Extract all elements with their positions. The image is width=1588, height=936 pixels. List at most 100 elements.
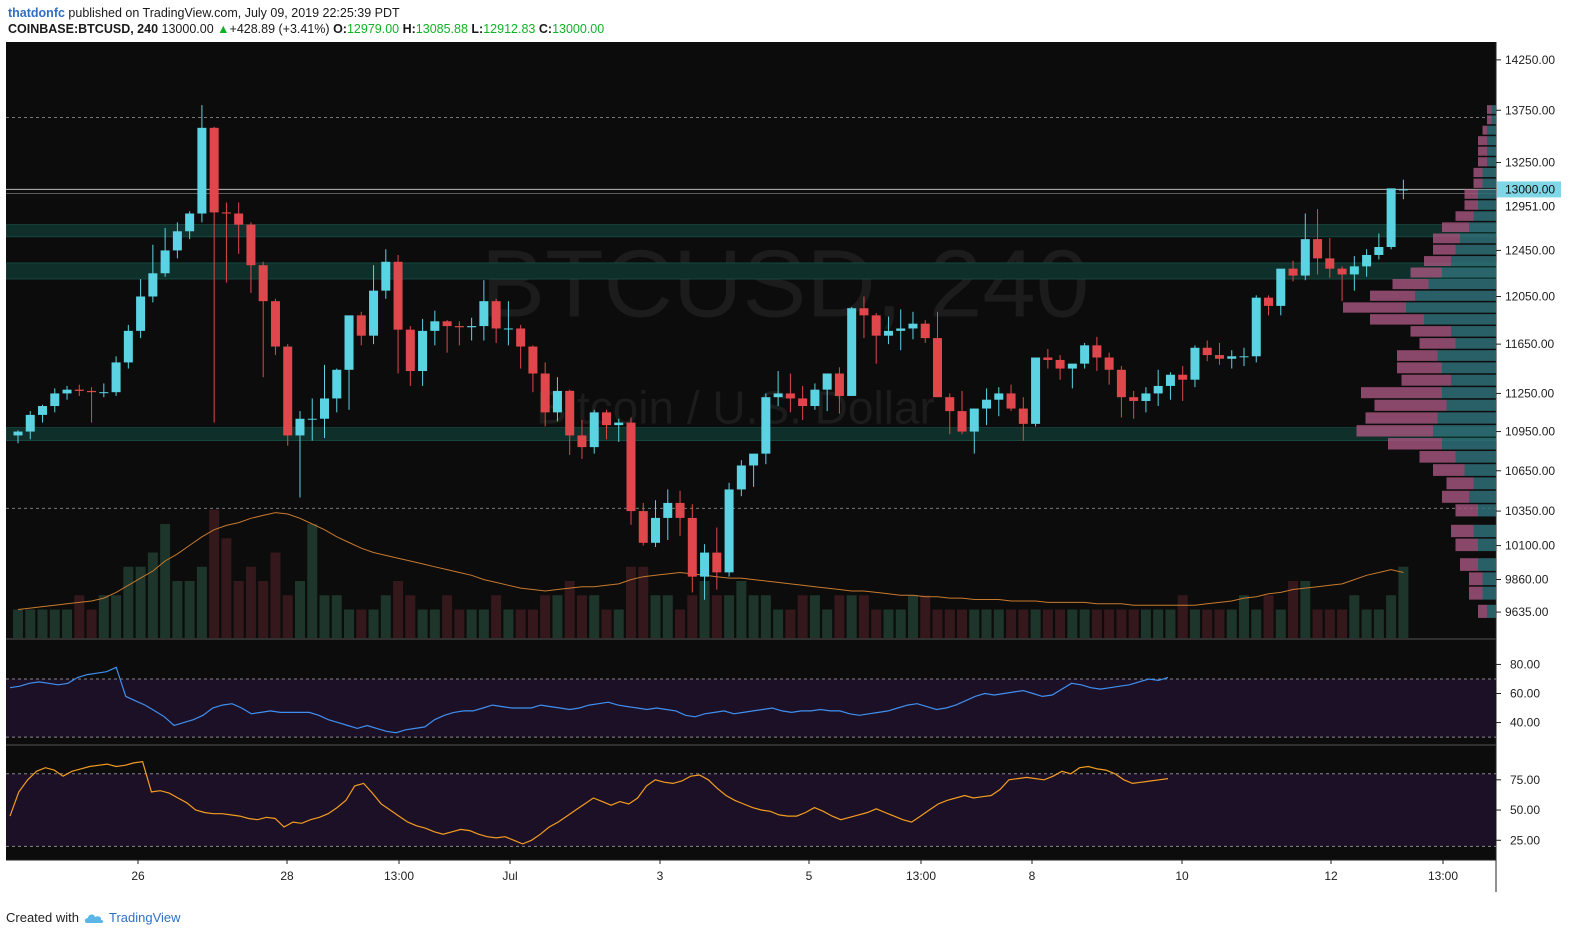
open-label: O: bbox=[333, 22, 347, 36]
volume-profile-down-bar bbox=[1487, 115, 1492, 125]
rsi-tick-label: 60.00 bbox=[1510, 687, 1540, 701]
volume-bar bbox=[662, 595, 673, 638]
volume-bar bbox=[883, 609, 894, 638]
volume-profile-down-bar bbox=[1410, 326, 1451, 337]
volume-bar bbox=[172, 581, 183, 638]
candle-body bbox=[332, 369, 342, 399]
candle-body bbox=[1374, 247, 1384, 255]
volume-bar bbox=[1288, 581, 1299, 638]
volume-bar bbox=[1055, 609, 1066, 638]
candle-body bbox=[700, 552, 710, 577]
candle-body bbox=[148, 273, 158, 297]
volume-bar bbox=[282, 595, 293, 638]
candle-body bbox=[1178, 374, 1188, 380]
stoch-tick-label: 25.00 bbox=[1510, 833, 1540, 847]
volume-bar bbox=[466, 609, 477, 638]
symbol-label: COINBASE:BTCUSD, 240 bbox=[8, 22, 159, 36]
volume-profile-down-bar bbox=[1464, 189, 1478, 199]
volume-profile-up-bar bbox=[1433, 425, 1496, 437]
price-tick-label: 12450.00 bbox=[1505, 243, 1555, 257]
volume-profile-down-bar bbox=[1473, 178, 1483, 188]
candle-body bbox=[442, 321, 452, 327]
candle-body bbox=[810, 389, 820, 407]
volume-profile-down-bar bbox=[1442, 222, 1469, 233]
volume-bar bbox=[1361, 609, 1372, 638]
candle-body bbox=[50, 393, 60, 407]
candle-body bbox=[1104, 357, 1114, 370]
candle-body bbox=[1055, 359, 1065, 369]
volume-bar bbox=[1067, 609, 1078, 638]
volume-bar bbox=[270, 552, 281, 638]
volume-bar bbox=[515, 609, 526, 638]
candle-body bbox=[1006, 393, 1016, 409]
volume-bar bbox=[1398, 566, 1409, 638]
candle-body bbox=[1129, 397, 1139, 401]
candle-body bbox=[920, 323, 930, 339]
volume-profile-down-bar bbox=[1446, 477, 1474, 490]
volume-bar bbox=[344, 609, 355, 638]
rsi-band bbox=[6, 678, 1496, 738]
volume-profile-up-bar bbox=[1446, 399, 1496, 411]
volume-profile-up-bar bbox=[1478, 504, 1496, 517]
volume-profile-down-bar bbox=[1469, 586, 1483, 600]
time-tick-label: 12 bbox=[1324, 869, 1338, 883]
volume-bar bbox=[895, 609, 906, 638]
high-value: 13085.88 bbox=[415, 22, 468, 36]
candle-body bbox=[1398, 189, 1408, 191]
secondary-price-badge bbox=[1497, 198, 1561, 215]
volume-bar bbox=[626, 566, 636, 638]
volume-bar bbox=[687, 595, 698, 638]
volume-profile-down-bar bbox=[1370, 314, 1424, 325]
volume-profile-down-bar bbox=[1478, 146, 1487, 156]
author-name[interactable]: thatdonfc bbox=[8, 6, 65, 20]
volume-bar bbox=[1018, 609, 1029, 638]
volume-bar bbox=[1226, 609, 1237, 638]
volume-bar bbox=[1337, 609, 1348, 638]
price-tick-label: 10100.00 bbox=[1505, 539, 1555, 553]
candle-body bbox=[160, 250, 170, 274]
candle-body bbox=[1214, 355, 1224, 359]
candle-body bbox=[221, 212, 231, 214]
candle-body bbox=[454, 326, 464, 328]
tradingview-brand[interactable]: TradingView bbox=[108, 910, 181, 925]
up-arrow-icon: ▲ bbox=[217, 22, 230, 36]
volume-bar bbox=[822, 609, 833, 638]
volume-profile-up-bar bbox=[1482, 167, 1496, 178]
volume-bar bbox=[1312, 609, 1323, 638]
stoch-tick-label: 75.00 bbox=[1510, 773, 1540, 787]
candle-body bbox=[356, 315, 366, 336]
volume-profile-down-bar bbox=[1478, 604, 1487, 618]
volume-profile-down-bar bbox=[1455, 538, 1478, 552]
volume-bar bbox=[1165, 609, 1176, 638]
volume-bar bbox=[564, 581, 575, 638]
high-label: H: bbox=[402, 22, 416, 36]
volume-profile-up-bar bbox=[1487, 125, 1496, 135]
candle-body bbox=[320, 398, 329, 419]
volume-bar bbox=[540, 595, 551, 638]
rsi-tick-label: 40.00 bbox=[1510, 716, 1540, 730]
volume-profile-down-bar bbox=[1482, 125, 1487, 135]
volume-profile-up-bar bbox=[1469, 222, 1496, 233]
support-zone bbox=[6, 262, 1497, 280]
volume-profile-up-bar bbox=[1428, 279, 1496, 290]
volume-bar bbox=[98, 595, 109, 638]
volume-profile-down-bar bbox=[1451, 524, 1474, 538]
candle-body bbox=[1264, 297, 1274, 306]
secondary-price-label: 12951.00 bbox=[1505, 199, 1555, 213]
volume-bar bbox=[675, 609, 686, 638]
volume-bar bbox=[601, 609, 612, 638]
volume-profile-down-bar bbox=[1433, 233, 1460, 244]
low-label: L: bbox=[471, 22, 484, 36]
volume-bar bbox=[907, 595, 918, 638]
volume-bar bbox=[1239, 595, 1249, 638]
volume-profile-up-bar bbox=[1478, 200, 1496, 210]
volume-profile-down-bar bbox=[1424, 256, 1451, 267]
candle-body bbox=[687, 517, 697, 577]
candle-body bbox=[1337, 268, 1347, 275]
candle-body bbox=[1018, 408, 1028, 424]
candle-body bbox=[761, 397, 771, 454]
candle-body bbox=[1288, 268, 1298, 276]
candle-body bbox=[785, 393, 795, 399]
footer: Created with TradingView bbox=[6, 910, 181, 925]
